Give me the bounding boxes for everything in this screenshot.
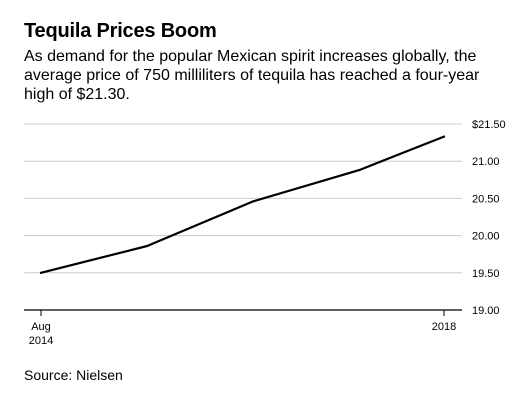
data-point [252,200,255,203]
x-tick-label: 2018 [432,321,456,333]
x-tick-label: 2014 [29,335,53,347]
chart-title: Tequila Prices Boom [24,20,217,42]
source-note: Source: Nielsen [24,367,123,383]
data-point [358,169,361,172]
data-point [39,271,43,274]
series-group [39,135,446,274]
series-line [39,135,446,274]
gridlines [24,123,462,274]
y-tick-label: 20.00 [472,231,500,243]
y-tick-label: 21.00 [472,156,500,168]
y-tick-label: 19.00 [472,305,500,317]
y-tick-label: 20.50 [472,193,500,205]
data-point [442,135,446,138]
y-tick-label: 19.50 [472,268,500,280]
data-point [145,244,149,248]
x-axis [24,309,462,316]
x-tick-label: Aug [31,321,51,333]
chart-subtitle: As demand for the popular Mexican spirit… [24,48,480,103]
y-tick-label: $21.50 [472,119,506,131]
x-axis-tick-labels: Aug 2014 2018 [29,321,456,347]
y-axis-tick-labels: $21.50 21.00 20.50 20.00 19.50 19.00 [472,119,506,317]
